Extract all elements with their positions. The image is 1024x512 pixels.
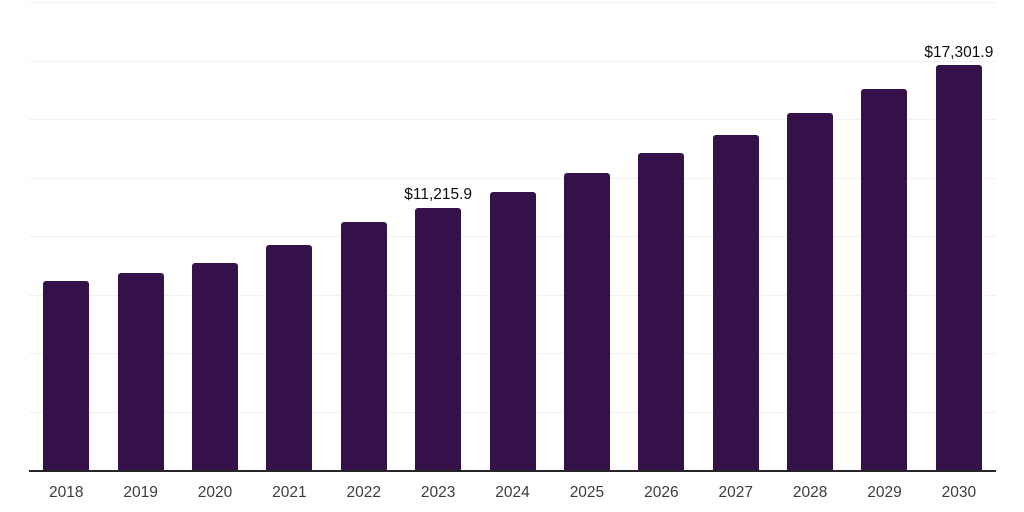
bar-column-2026 — [624, 2, 698, 470]
bar-column-2020 — [178, 2, 252, 470]
bar-2019 — [117, 272, 164, 470]
bar-2022 — [340, 222, 387, 470]
bar-2018 — [43, 280, 90, 470]
bar-column-2028 — [773, 2, 847, 470]
x-tick-2021: 2021 — [272, 484, 307, 501]
bar-2023 — [415, 207, 462, 470]
bar-column-2025 — [550, 2, 624, 470]
bar-column-2022 — [327, 2, 401, 470]
x-tick-2022: 2022 — [346, 484, 381, 501]
x-tick-2019: 2019 — [123, 484, 158, 501]
plot-area: $11,215.9 $17,301.9 — [29, 2, 996, 472]
x-tick-2020: 2020 — [197, 484, 233, 501]
bar-column-2023: $11,215.9 — [401, 2, 475, 470]
bar-column-2019 — [103, 2, 177, 470]
bar-column-2018 — [29, 2, 103, 470]
bar-2021 — [266, 244, 313, 470]
bar-2029 — [861, 89, 908, 470]
bar-2024 — [489, 192, 536, 470]
bar-2027 — [712, 134, 759, 470]
bar-2028 — [787, 112, 834, 470]
bar-2026 — [638, 153, 685, 470]
x-tick-2030: 2030 — [941, 484, 977, 501]
bar-value-label-2023: $11,215.9 — [404, 186, 473, 203]
x-tick-2024: 2024 — [495, 484, 530, 501]
bar-column-2027 — [699, 2, 773, 470]
x-tick-2028: 2028 — [792, 484, 828, 501]
x-tick-2018: 2018 — [48, 484, 84, 501]
bar-2025 — [563, 172, 610, 470]
x-axis-labels: 2018 2019 2020 2021 2022 2023 2024 2025 2026 2027… — [29, 472, 996, 501]
bars-container: $11,215.9 $17,301.9 — [29, 2, 996, 470]
bar-column-2021 — [252, 2, 326, 470]
bar-2020 — [191, 263, 238, 470]
bar-column-2024 — [475, 2, 549, 470]
x-tick-2029: 2029 — [867, 484, 902, 501]
bar-column-2030: $17,301.9 — [922, 2, 996, 470]
bar-value-label-2030: $17,301.9 — [924, 43, 994, 61]
bar-column-2029 — [847, 2, 921, 470]
x-tick-2027: 2027 — [718, 484, 753, 501]
x-tick-2023: 2023 — [420, 484, 456, 501]
bar-2030 — [935, 65, 982, 470]
x-tick-2025: 2025 — [569, 484, 605, 501]
x-tick-2026: 2026 — [644, 484, 679, 501]
